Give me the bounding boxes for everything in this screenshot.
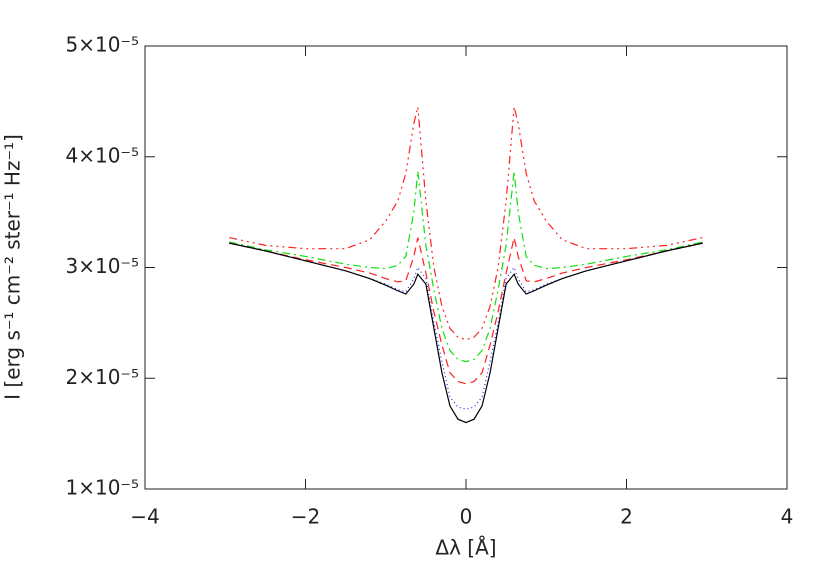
y-tick-label: 5×10⁻⁵ — [65, 33, 139, 57]
y-tick-label: 4×10⁻⁵ — [65, 143, 139, 167]
x-tick-label: −2 — [291, 505, 320, 529]
x-tick-label: 2 — [620, 505, 633, 529]
y-tick-label: 3×10⁻⁵ — [65, 254, 139, 278]
x-axis-label: Δλ [Å] — [435, 536, 496, 560]
y-tick-label: 1×10⁻⁵ — [65, 476, 139, 500]
x-tick-label: 4 — [781, 505, 794, 529]
series-line — [229, 106, 703, 341]
x-tick-label: −4 — [130, 505, 159, 529]
series-line — [229, 237, 703, 385]
series-line — [229, 171, 703, 363]
series-line — [229, 242, 703, 424]
y-axis-label: I [erg s⁻¹ cm⁻² ster⁻¹ Hz⁻¹] — [1, 134, 25, 400]
y-tick-label: 2×10⁻⁵ — [65, 365, 139, 389]
series-line — [229, 242, 703, 410]
x-tick-label: 0 — [460, 505, 473, 529]
